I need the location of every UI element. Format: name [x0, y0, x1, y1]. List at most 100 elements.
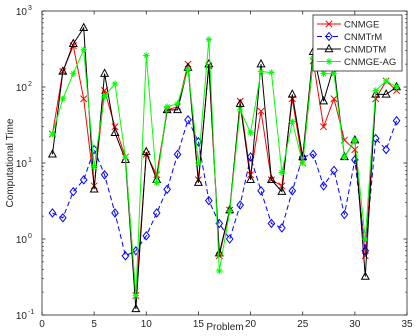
data-point — [69, 186, 78, 197]
data-point — [287, 89, 297, 98]
data-point — [174, 100, 181, 108]
data-point — [277, 186, 287, 195]
data-point — [393, 83, 400, 91]
y-tick-label-exponent: 1 — [28, 157, 32, 164]
plot-marks — [47, 22, 402, 313]
data-point — [79, 175, 88, 185]
y-tick-label: 10 — [16, 235, 28, 246]
legend-marker — [325, 58, 333, 65]
series-line — [52, 118, 398, 257]
data-point — [205, 195, 213, 206]
legend-label: CNMGE-AG — [344, 57, 396, 68]
data-point — [309, 149, 317, 160]
data-point — [278, 182, 286, 190]
data-point — [163, 184, 171, 195]
legend-item: CNMGE-AG — [317, 57, 396, 68]
data-point — [216, 267, 223, 275]
data-point — [143, 52, 150, 59]
data-point — [121, 251, 130, 261]
legend-marker — [325, 20, 333, 28]
data-point — [153, 179, 160, 186]
data-point — [289, 118, 296, 125]
x-tick-label: 30 — [349, 319, 361, 330]
data-point — [89, 184, 99, 193]
data-point — [382, 144, 390, 155]
data-point — [256, 58, 266, 68]
data-point — [330, 95, 338, 103]
y-tick-label-exponent: -1 — [28, 309, 34, 316]
data-point — [80, 46, 87, 53]
data-point — [59, 95, 67, 102]
data-point — [257, 107, 265, 115]
data-point — [68, 38, 78, 48]
data-point — [247, 129, 254, 136]
series-cnmge-ag — [49, 36, 400, 299]
x-tick-label: 35 — [401, 319, 413, 330]
x-axis-label: Problem — [206, 322, 243, 333]
data-point — [392, 115, 401, 126]
data-point — [111, 208, 119, 218]
data-point — [173, 149, 182, 160]
data-point — [141, 146, 151, 156]
y-tick-label-exponent: 0 — [28, 233, 32, 240]
data-point — [152, 208, 161, 218]
data-point — [320, 123, 328, 131]
data-point — [100, 68, 110, 77]
data-point — [236, 200, 244, 210]
data-point — [59, 213, 67, 223]
data-point — [226, 208, 233, 215]
legend-label: CNMGE — [344, 20, 379, 31]
data-point — [70, 70, 77, 77]
data-point — [319, 95, 329, 105]
data-point — [90, 144, 98, 155]
data-point — [111, 80, 119, 88]
data-point — [163, 103, 171, 110]
data-point — [360, 271, 370, 280]
data-point — [235, 98, 245, 108]
data-point — [278, 169, 286, 176]
data-point — [372, 87, 379, 94]
data-point — [79, 22, 89, 32]
y-tick-label: 10 — [16, 7, 28, 18]
data-point — [382, 77, 390, 85]
data-point — [142, 231, 151, 241]
legend-marker — [325, 31, 333, 42]
data-point — [131, 303, 141, 313]
data-point — [90, 163, 98, 170]
data-point — [47, 149, 57, 158]
y-tick-label: 10 — [16, 159, 28, 170]
data-point — [58, 66, 68, 75]
data-point — [330, 165, 338, 176]
data-point — [80, 95, 88, 103]
x-tick-label: 25 — [297, 319, 309, 330]
data-point — [268, 69, 275, 76]
y-axis-label: Computational Time — [5, 118, 16, 207]
series-line — [51, 39, 397, 296]
data-point — [122, 153, 129, 161]
data-point — [49, 130, 56, 138]
data-point — [214, 247, 224, 257]
x-tick-label: 15 — [193, 319, 205, 330]
data-point — [330, 70, 338, 77]
data-point — [184, 115, 192, 125]
data-point — [299, 159, 306, 167]
data-point — [246, 174, 256, 184]
data-point — [381, 89, 391, 98]
data-point — [110, 127, 120, 136]
data-point — [100, 169, 109, 180]
data-point — [257, 186, 265, 196]
legend-label: CNMDTM — [344, 45, 386, 56]
data-point — [184, 66, 192, 73]
y-tick-label-exponent: 2 — [28, 81, 32, 88]
data-point — [225, 234, 234, 244]
x-tick-label: 10 — [141, 319, 153, 330]
legend-item: CNMGE — [317, 20, 379, 31]
x-tick-label: 5 — [91, 319, 97, 330]
data-point — [278, 223, 286, 233]
legend-item: CNMDTM — [317, 43, 386, 56]
data-point — [267, 218, 276, 229]
data-point — [101, 93, 108, 100]
data-point — [236, 106, 244, 114]
